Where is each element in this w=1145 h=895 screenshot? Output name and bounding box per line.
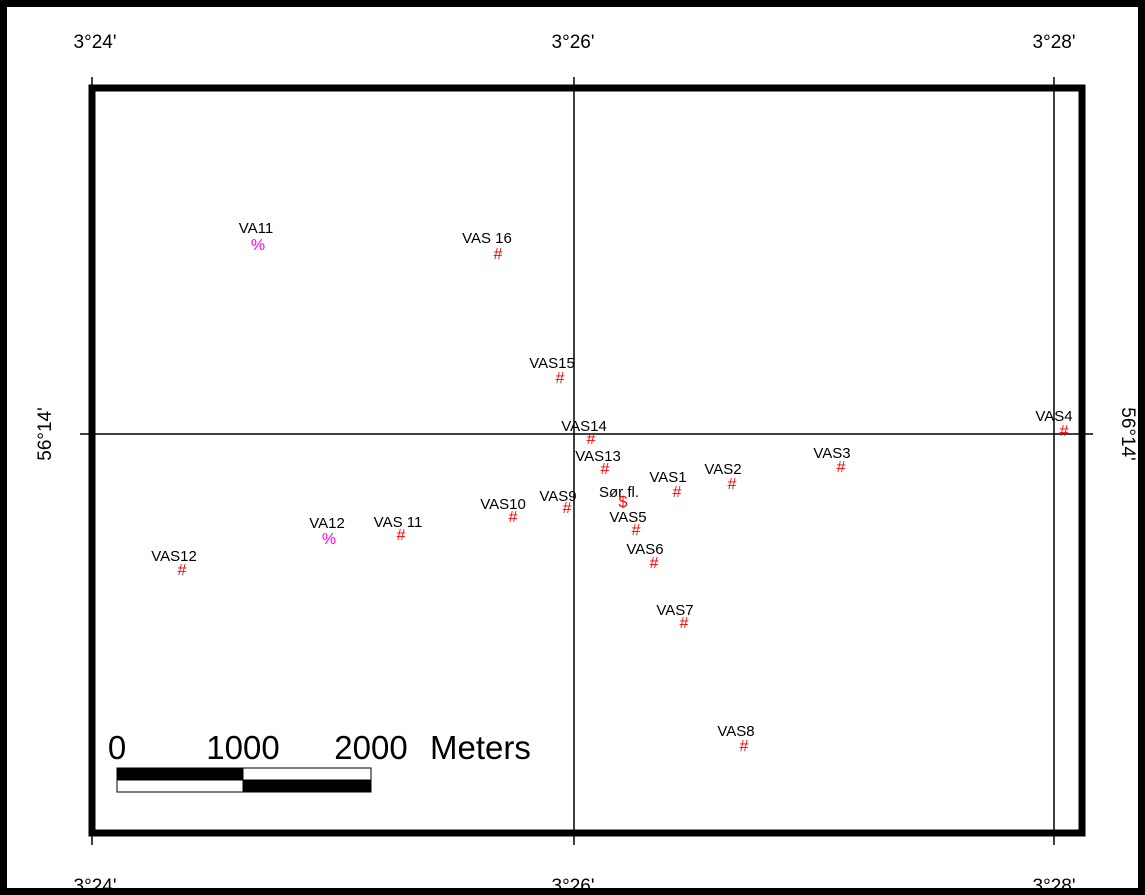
site-marker-vas9-hash-icon: # [563, 500, 572, 517]
site-marker-vas5-hash-icon: # [632, 522, 641, 539]
site-marker-vas8-hash-icon: # [740, 738, 749, 755]
site-label-sorfl: Sør fl. [599, 484, 639, 501]
scale-unit: Meters [430, 729, 531, 766]
site-marker-va12-percent-icon: % [322, 531, 336, 548]
site-label-vas13: VAS13 [575, 448, 621, 465]
site-marker-vas2-hash-icon: # [728, 476, 737, 493]
lon-label-bottom-3-26: 3°26' [552, 876, 595, 895]
lat-label-left-56-14: 56°14' [35, 407, 56, 461]
scale-segment-2-top [242, 767, 372, 781]
site-label-va12: VA12 [309, 515, 345, 532]
lon-label-top-3-28: 3°28' [1033, 32, 1076, 53]
site-marker-vas16-hash-icon: # [494, 246, 503, 263]
site-label-va11: VA11 [239, 220, 273, 237]
site-label-vas12: VAS12 [151, 548, 197, 565]
site-marker-vas10-hash-icon: # [509, 509, 518, 526]
site-label-vas11: VAS 11 [374, 514, 423, 531]
map-canvas: 3°24' 3°26' 3°28' 3°24' 3°26' 3°28' 56°1… [35, 32, 1138, 895]
site-label-vas8: VAS8 [717, 723, 754, 740]
site-label-vas1: VAS1 [649, 469, 686, 486]
scale-bar: 0 1000 2000 Meters [108, 729, 531, 793]
map-frame [88, 84, 1086, 837]
site-marker-vas11-hash-icon: # [397, 527, 406, 544]
site-marker-vas6-hash-icon: # [650, 555, 659, 572]
scale-segment-1-top [116, 767, 244, 781]
site-label-vas6: VAS6 [626, 541, 663, 558]
site-label-vas10: VAS10 [480, 496, 526, 513]
scale-segment-1-bottom [116, 779, 244, 793]
lon-label-top-3-26: 3°26' [552, 32, 595, 53]
scale-segment-2-bottom [242, 779, 372, 793]
site-marker-va11-percent-icon: % [251, 237, 265, 254]
lon-label-bottom-3-24: 3°24' [74, 876, 117, 895]
site-marker-sorfl-dollar-icon: $ [619, 494, 628, 511]
site-label-vas9: VAS9 [539, 488, 576, 505]
scale-label-0: 0 [108, 729, 126, 766]
lon-label-top-3-24: 3°24' [74, 32, 117, 53]
site-marker-vas3-hash-icon: # [837, 459, 846, 476]
lon-label-bottom-3-28: 3°28' [1033, 876, 1076, 895]
site-label-vas14: VAS14 [561, 418, 607, 435]
site-label-vas5: VAS5 [609, 509, 646, 526]
site-label-vas7: VAS7 [656, 602, 693, 619]
site-marker-vas13-hash-icon: # [601, 461, 610, 478]
site-label-vas4: VAS4 [1035, 408, 1072, 425]
site-marker-vas7-hash-icon: # [680, 615, 689, 632]
site-marker-vas12-hash-icon: # [178, 562, 187, 579]
site-marker-vas14-hash-icon: # [587, 431, 596, 448]
site-label-vas15: VAS15 [529, 355, 575, 372]
scale-label-2000: 2000 [334, 729, 407, 766]
sample-sites: VA11% VAS 16#VAS15#VAS14#VAS4#VAS13#VAS3#… [151, 220, 1072, 755]
lat-label-right-56-14: 56°14' [1117, 407, 1138, 461]
site-marker-vas1-hash-icon: # [673, 484, 682, 501]
scale-label-1000: 1000 [206, 729, 279, 766]
site-marker-vas4-hash-icon: # [1060, 423, 1069, 440]
site-marker-vas15-hash-icon: # [556, 370, 565, 387]
site-label-vas16: VAS 16 [462, 230, 512, 247]
site-label-vas3: VAS3 [813, 445, 850, 462]
site-label-vas2: VAS2 [704, 461, 741, 478]
